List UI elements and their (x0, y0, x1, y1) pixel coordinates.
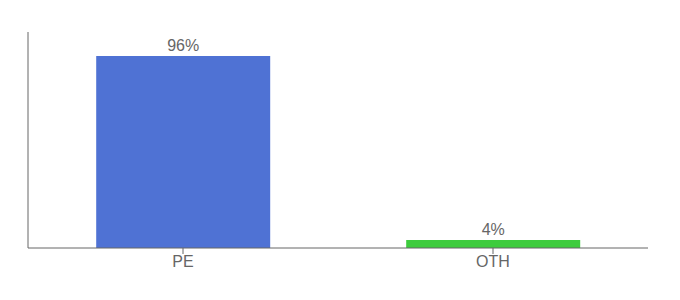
svg-text:96%: 96% (167, 37, 199, 54)
svg-text:PE: PE (172, 253, 193, 270)
svg-text:4%: 4% (482, 221, 505, 238)
svg-text:OTH: OTH (476, 253, 510, 270)
